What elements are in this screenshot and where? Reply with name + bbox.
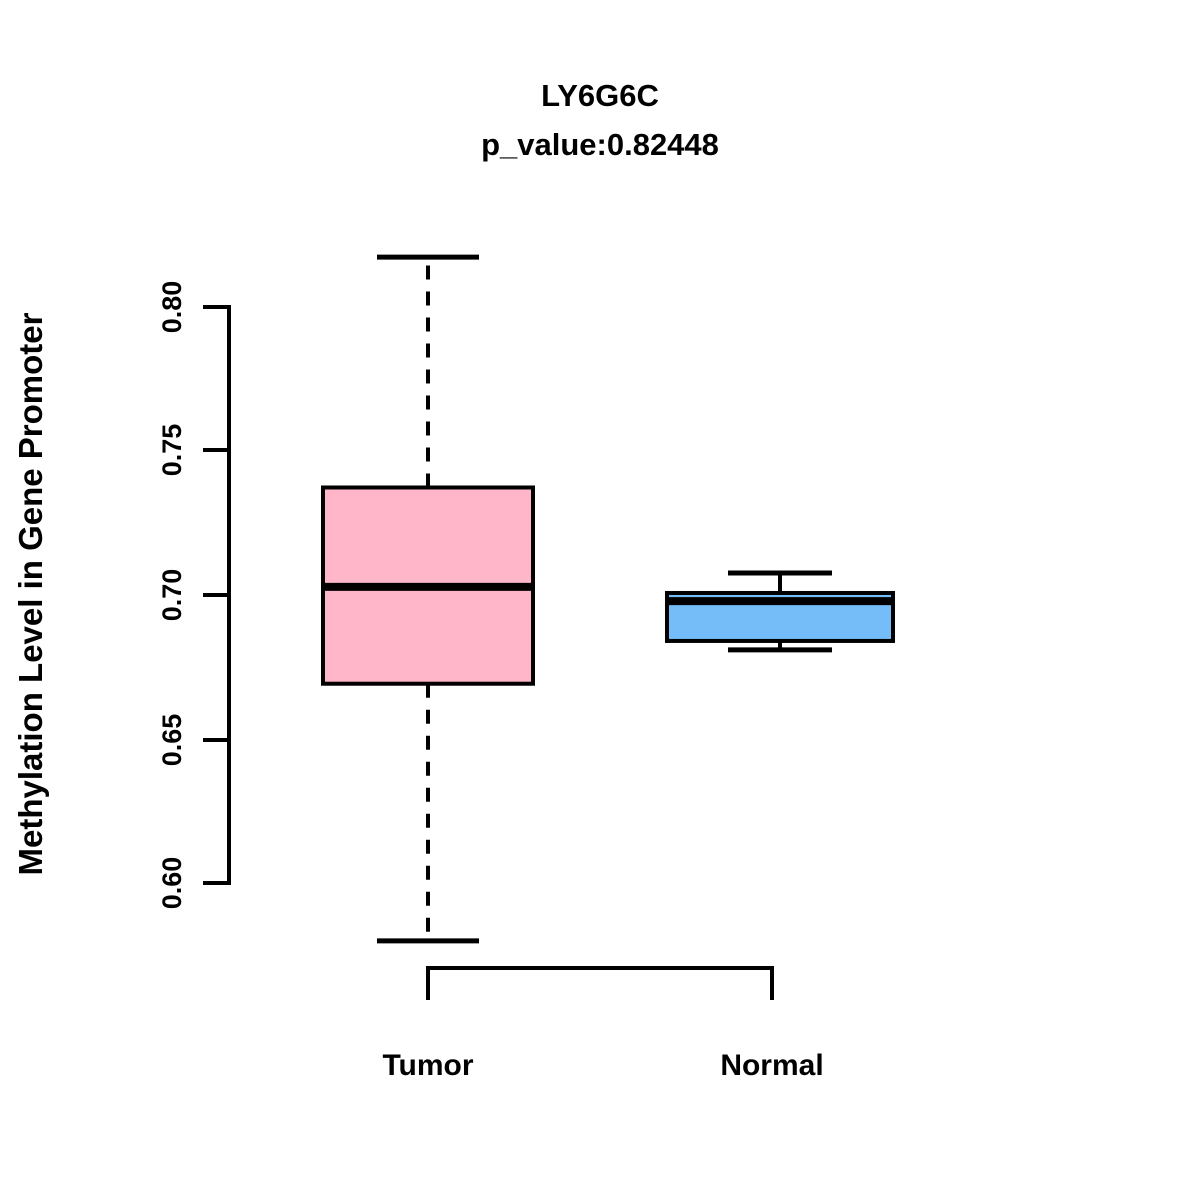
y-axis-title: Methylation Level in Gene Promoter (12, 312, 49, 875)
box-group-tumor (321, 254, 535, 944)
y-tick-label-065: 0.65 (157, 714, 187, 767)
y-axis (203, 305, 231, 885)
chart-subtitle-pvalue: p_value:0.82448 (481, 127, 719, 162)
comparison-bracket (426, 966, 774, 1000)
y-axis-tick-labels: 0.80 0.75 0.70 0.65 0.60 (157, 281, 187, 910)
bracket-path (426, 966, 774, 1000)
box-group-normal (665, 570, 895, 653)
y-tick-label-075: 0.75 (157, 424, 187, 477)
x-label-normal: Normal (720, 1049, 823, 1082)
chart-title: LY6G6C (541, 78, 659, 113)
y-tick-label-070: 0.70 (157, 569, 187, 622)
y-tick-label-080: 0.80 (157, 281, 187, 334)
y-tick-label-060: 0.60 (157, 857, 187, 910)
x-label-tumor: Tumor (382, 1049, 473, 1082)
